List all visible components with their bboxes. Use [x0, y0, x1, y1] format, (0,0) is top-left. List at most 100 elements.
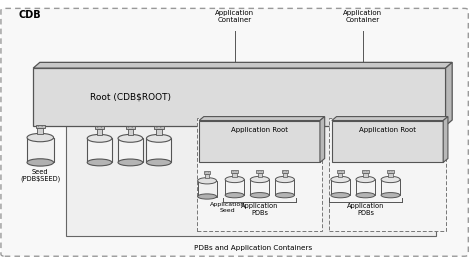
- Bar: [356, 179, 375, 195]
- Bar: [388, 173, 392, 177]
- Bar: [198, 181, 217, 196]
- Ellipse shape: [160, 127, 161, 128]
- Ellipse shape: [146, 159, 171, 166]
- Polygon shape: [199, 117, 325, 121]
- Bar: [37, 128, 43, 134]
- Polygon shape: [320, 117, 325, 162]
- Bar: [283, 173, 287, 177]
- Text: PDBs and Application Containers: PDBs and Application Containers: [194, 245, 313, 251]
- Bar: [232, 173, 237, 177]
- Bar: [27, 138, 54, 162]
- Ellipse shape: [118, 159, 143, 166]
- Ellipse shape: [37, 126, 39, 127]
- Ellipse shape: [156, 127, 157, 128]
- Bar: [387, 170, 394, 173]
- Bar: [256, 170, 263, 173]
- Bar: [205, 174, 209, 178]
- Ellipse shape: [331, 176, 350, 183]
- FancyBboxPatch shape: [66, 113, 436, 236]
- Ellipse shape: [236, 171, 237, 172]
- Ellipse shape: [366, 171, 367, 172]
- Bar: [36, 125, 45, 128]
- Bar: [258, 173, 262, 177]
- Bar: [250, 179, 269, 195]
- Bar: [128, 129, 133, 135]
- Bar: [282, 170, 288, 173]
- Bar: [338, 173, 342, 177]
- Bar: [146, 138, 171, 162]
- Text: Application
Seed: Application Seed: [210, 202, 245, 213]
- Polygon shape: [443, 117, 448, 162]
- Ellipse shape: [250, 193, 269, 198]
- Bar: [97, 129, 102, 135]
- Bar: [199, 121, 320, 162]
- Ellipse shape: [275, 193, 294, 198]
- Text: Application
PDBs: Application PDBs: [241, 203, 278, 216]
- Ellipse shape: [27, 133, 54, 142]
- FancyBboxPatch shape: [1, 8, 468, 256]
- Text: Application
Container: Application Container: [215, 10, 254, 24]
- Ellipse shape: [331, 193, 350, 198]
- Ellipse shape: [364, 171, 365, 172]
- Bar: [95, 126, 104, 129]
- Ellipse shape: [356, 193, 375, 198]
- Ellipse shape: [250, 176, 269, 183]
- Ellipse shape: [389, 171, 390, 172]
- Text: Application Root: Application Root: [231, 127, 288, 133]
- Polygon shape: [33, 62, 452, 68]
- Bar: [204, 171, 210, 174]
- Ellipse shape: [356, 176, 375, 183]
- Ellipse shape: [128, 127, 129, 128]
- Bar: [337, 170, 344, 173]
- Ellipse shape: [27, 159, 54, 166]
- Ellipse shape: [286, 171, 287, 172]
- Ellipse shape: [258, 171, 259, 172]
- Bar: [363, 173, 368, 177]
- Text: CDB: CDB: [19, 10, 42, 20]
- Text: Application Root: Application Root: [359, 127, 416, 133]
- Bar: [225, 179, 244, 195]
- Bar: [362, 170, 369, 173]
- Ellipse shape: [208, 172, 209, 173]
- Bar: [154, 126, 164, 129]
- Ellipse shape: [283, 171, 284, 172]
- Bar: [156, 129, 162, 135]
- Ellipse shape: [225, 193, 244, 198]
- Text: Root (CDB$ROOT): Root (CDB$ROOT): [90, 92, 171, 101]
- Ellipse shape: [100, 127, 102, 128]
- Text: Application
Container: Application Container: [343, 10, 382, 24]
- Polygon shape: [332, 117, 448, 121]
- Bar: [118, 138, 143, 162]
- Bar: [331, 179, 350, 195]
- Bar: [126, 126, 135, 129]
- Polygon shape: [446, 62, 452, 126]
- Ellipse shape: [275, 176, 294, 183]
- FancyBboxPatch shape: [329, 118, 446, 231]
- FancyBboxPatch shape: [197, 118, 322, 231]
- Bar: [33, 68, 446, 126]
- Ellipse shape: [225, 176, 244, 183]
- Ellipse shape: [87, 134, 112, 142]
- Ellipse shape: [205, 172, 206, 173]
- Ellipse shape: [381, 193, 400, 198]
- Ellipse shape: [87, 159, 112, 166]
- Ellipse shape: [338, 171, 339, 172]
- Ellipse shape: [97, 127, 98, 128]
- Bar: [87, 138, 112, 162]
- Ellipse shape: [381, 176, 400, 183]
- Ellipse shape: [131, 127, 133, 128]
- Bar: [275, 179, 294, 195]
- Bar: [381, 179, 400, 195]
- Ellipse shape: [146, 134, 171, 142]
- Ellipse shape: [233, 171, 234, 172]
- Text: Application
PDBs: Application PDBs: [347, 203, 384, 216]
- Bar: [332, 121, 443, 162]
- Ellipse shape: [261, 171, 262, 172]
- Text: Seed
(PDB$SEED): Seed (PDB$SEED): [20, 169, 60, 183]
- Ellipse shape: [42, 126, 43, 127]
- Bar: [231, 170, 238, 173]
- Ellipse shape: [341, 171, 342, 172]
- Ellipse shape: [198, 178, 217, 184]
- Ellipse shape: [198, 194, 217, 199]
- Ellipse shape: [118, 134, 143, 142]
